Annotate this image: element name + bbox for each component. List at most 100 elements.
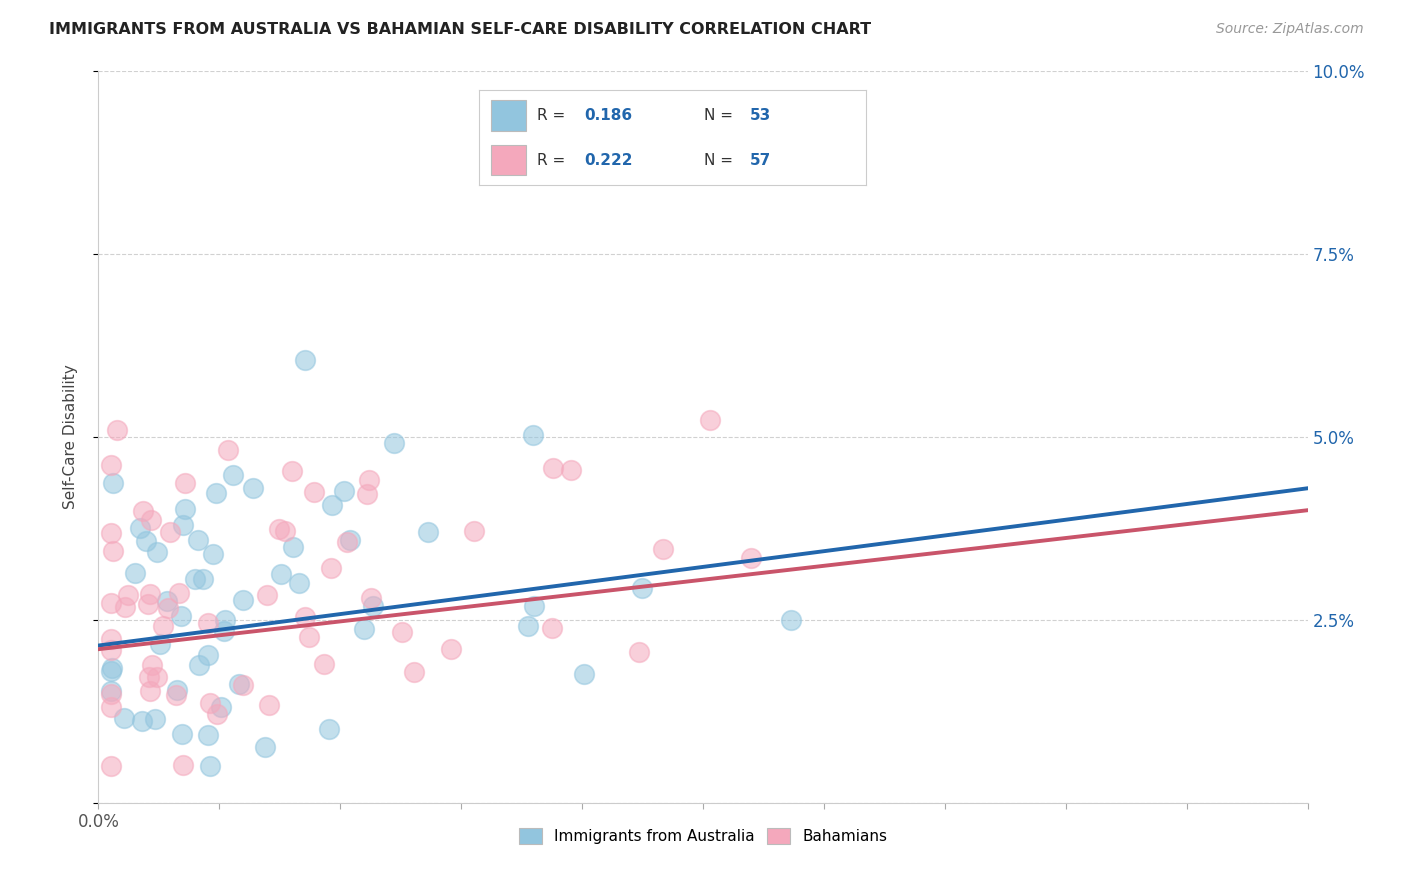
Point: [124, 566, 146, 580]
Point: [197, 728, 219, 742]
Point: [212, 624, 235, 638]
Point: [523, 599, 546, 613]
Point: [217, 443, 239, 458]
Point: [136, 597, 159, 611]
Point: [197, 648, 219, 662]
Point: [117, 588, 139, 602]
Point: [267, 522, 290, 536]
Point: [174, 502, 197, 516]
Point: [779, 613, 801, 627]
Point: [100, 687, 122, 701]
Point: [253, 740, 276, 755]
Text: IMMIGRANTS FROM AUSTRALIA VS BAHAMIAN SELF-CARE DISABILITY CORRELATION CHART: IMMIGRANTS FROM AUSTRALIA VS BAHAMIAN SE…: [49, 22, 872, 37]
Point: [740, 550, 762, 565]
Point: [627, 645, 650, 659]
Point: [172, 757, 194, 772]
Point: [112, 711, 135, 725]
Point: [359, 473, 381, 487]
Point: [201, 547, 224, 561]
Point: [314, 657, 336, 672]
Point: [165, 688, 187, 702]
Point: [132, 504, 155, 518]
Point: [440, 642, 463, 657]
Point: [205, 707, 228, 722]
Point: [232, 678, 254, 692]
Point: [382, 436, 405, 450]
Point: [197, 615, 219, 630]
Point: [214, 613, 236, 627]
Point: [517, 619, 540, 633]
Point: [273, 524, 295, 538]
Point: [167, 585, 190, 599]
Point: [141, 658, 163, 673]
Point: [242, 482, 264, 496]
Point: [100, 642, 122, 657]
Point: [100, 699, 122, 714]
Point: [101, 661, 124, 675]
Point: [184, 572, 207, 586]
Point: [560, 463, 582, 477]
Point: [143, 712, 166, 726]
Point: [356, 487, 378, 501]
Point: [188, 657, 211, 672]
Point: [131, 714, 153, 728]
Point: [228, 677, 250, 691]
Point: [100, 526, 122, 541]
Point: [129, 521, 152, 535]
Text: Source: ZipAtlas.com: Source: ZipAtlas.com: [1216, 22, 1364, 37]
Point: [391, 625, 413, 640]
Point: [138, 586, 160, 600]
Point: [281, 541, 304, 555]
Point: [222, 468, 245, 483]
Point: [318, 722, 340, 736]
Point: [257, 698, 280, 712]
Point: [281, 464, 304, 478]
Point: [166, 682, 188, 697]
Point: [100, 458, 122, 472]
Point: [198, 696, 221, 710]
Point: [418, 524, 440, 539]
Point: [336, 535, 359, 549]
Point: [172, 726, 194, 740]
Point: [540, 621, 562, 635]
Point: [294, 352, 316, 367]
Point: [101, 476, 124, 491]
Point: [170, 608, 193, 623]
Point: [463, 524, 485, 539]
Point: [146, 545, 169, 559]
Point: [141, 513, 163, 527]
Point: [353, 622, 375, 636]
Point: [198, 759, 221, 773]
Point: [321, 498, 343, 512]
Point: [157, 600, 180, 615]
Point: [114, 600, 136, 615]
Point: [522, 427, 544, 442]
Point: [332, 484, 354, 499]
Point: [156, 593, 179, 607]
Point: [101, 543, 124, 558]
Point: [105, 423, 128, 437]
Point: [543, 461, 565, 475]
Point: [361, 599, 384, 614]
Point: [270, 567, 292, 582]
Point: [297, 630, 319, 644]
Point: [209, 700, 232, 714]
Point: [402, 665, 425, 680]
Point: [699, 413, 721, 427]
Point: [174, 476, 197, 491]
Point: [631, 582, 654, 596]
Point: [339, 533, 361, 548]
Point: [100, 684, 122, 698]
Point: [288, 575, 311, 590]
Point: [152, 618, 174, 632]
Legend: Immigrants from Australia, Bahamians: Immigrants from Australia, Bahamians: [513, 822, 893, 850]
Point: [360, 591, 382, 605]
Y-axis label: Self-Care Disability: Self-Care Disability: [63, 365, 77, 509]
Point: [100, 664, 122, 678]
Point: [319, 561, 342, 575]
Point: [191, 573, 214, 587]
Point: [100, 759, 122, 773]
Point: [187, 533, 209, 548]
Point: [139, 683, 162, 698]
Point: [172, 518, 194, 533]
